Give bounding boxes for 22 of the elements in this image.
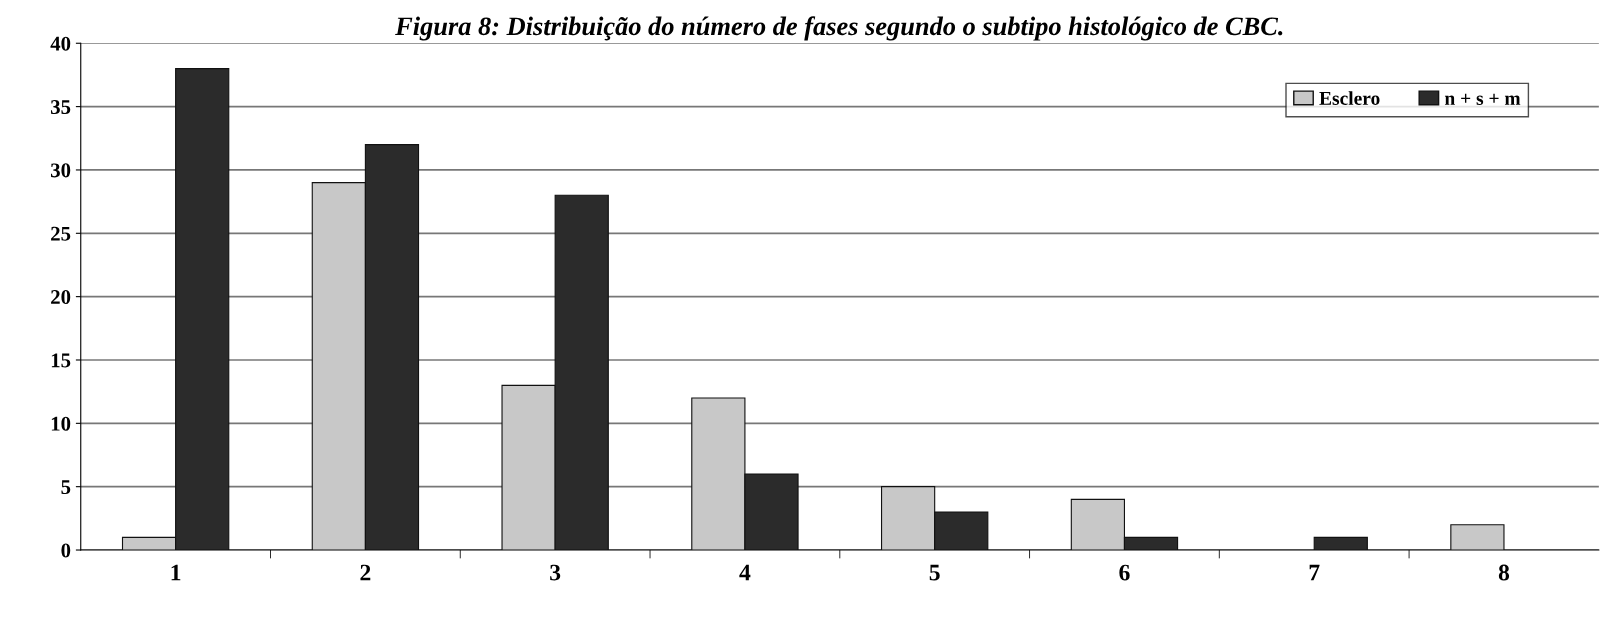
x-tick-label: 8 xyxy=(1498,564,1510,581)
legend-label: Esclero xyxy=(1319,91,1380,105)
chart-title: Figura 8: Distribuição do número de fases segundo o subtipo histológico de CBC. xyxy=(395,16,1283,41)
y-tick-label: 10 xyxy=(51,416,71,431)
x-tick-label: 2 xyxy=(360,564,371,581)
y-tick-label: 35 xyxy=(50,100,71,115)
bar xyxy=(1450,524,1505,551)
x-tick-label: 3 xyxy=(550,564,561,581)
x-tick-label: 5 xyxy=(929,564,940,581)
y-tick-label: 25 xyxy=(51,226,71,241)
x-tick-label: 4 xyxy=(739,564,751,581)
y-tick-label: 30 xyxy=(50,163,71,178)
y-tick-label: 40 xyxy=(50,36,71,51)
x-tick-label: 7 xyxy=(1309,564,1320,581)
y-tick-label: 0 xyxy=(61,543,71,558)
x-tick-label: 6 xyxy=(1119,564,1130,581)
y-tick-label: 15 xyxy=(51,353,71,368)
bar xyxy=(1313,536,1368,551)
y-tick-label: 5 xyxy=(61,480,71,495)
y-tick-label: 20 xyxy=(51,290,71,305)
legend-label: n + s + m xyxy=(1444,93,1521,105)
x-tick-label: 1 xyxy=(171,564,181,581)
